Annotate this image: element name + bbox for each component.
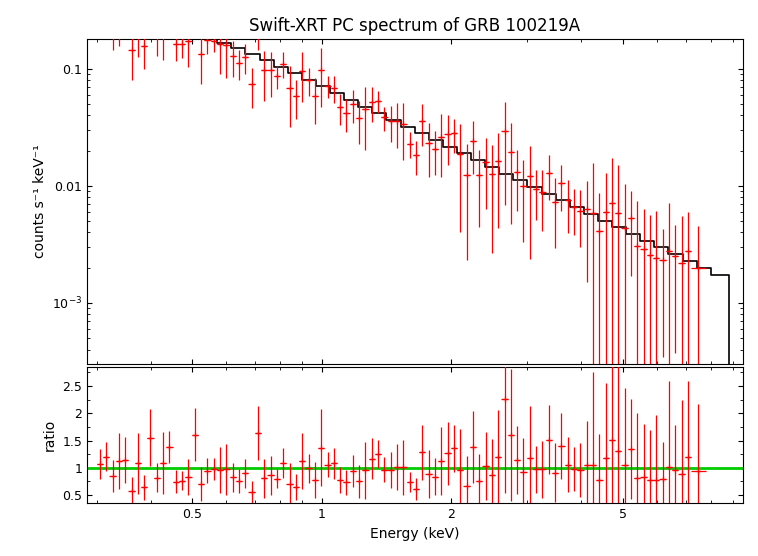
Y-axis label: ratio: ratio <box>42 419 57 451</box>
Title: Swift-XRT PC spectrum of GRB 100219A: Swift-XRT PC spectrum of GRB 100219A <box>249 17 581 34</box>
Y-axis label: counts s⁻¹ keV⁻¹: counts s⁻¹ keV⁻¹ <box>33 145 46 259</box>
X-axis label: Energy (keV): Energy (keV) <box>370 527 460 540</box>
